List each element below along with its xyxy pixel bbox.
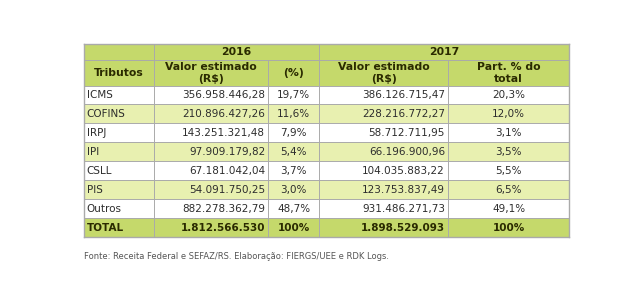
Text: 12,0%: 12,0%	[492, 109, 525, 119]
Text: CSLL: CSLL	[87, 166, 112, 176]
Text: IRPJ: IRPJ	[87, 128, 106, 138]
Text: PIS: PIS	[87, 185, 103, 195]
Text: 882.278.362,79: 882.278.362,79	[182, 204, 265, 214]
Bar	[268, 60, 319, 86]
Text: 1.812.566.530: 1.812.566.530	[181, 223, 265, 232]
Text: 3,7%: 3,7%	[280, 166, 307, 176]
Bar	[154, 180, 268, 199]
Bar	[154, 44, 319, 60]
Bar	[83, 44, 154, 60]
Text: 19,7%: 19,7%	[277, 90, 310, 100]
Bar	[268, 218, 319, 237]
Bar	[83, 218, 154, 237]
Bar	[83, 60, 154, 86]
Text: Valor estimado
(R$): Valor estimado (R$)	[338, 62, 429, 84]
Text: 1.898.529.093: 1.898.529.093	[361, 223, 445, 232]
Bar	[319, 60, 448, 86]
Text: 58.712.711,95: 58.712.711,95	[369, 128, 445, 138]
Text: 100%: 100%	[492, 223, 525, 232]
Text: 228.216.772,27: 228.216.772,27	[362, 109, 445, 119]
Bar	[448, 123, 569, 142]
Bar	[319, 142, 448, 161]
Bar	[319, 85, 448, 104]
Text: 2017: 2017	[429, 47, 459, 57]
Bar	[268, 142, 319, 161]
Bar	[154, 142, 268, 161]
Text: Outros: Outros	[87, 204, 122, 214]
Text: (%): (%)	[283, 68, 304, 78]
Bar	[154, 199, 268, 218]
Bar	[319, 123, 448, 142]
Bar	[319, 161, 448, 180]
Text: 931.486.271,73: 931.486.271,73	[362, 204, 445, 214]
Bar	[448, 218, 569, 237]
Bar	[448, 60, 569, 86]
Bar	[154, 161, 268, 180]
Text: 48,7%: 48,7%	[277, 204, 310, 214]
Bar	[448, 180, 569, 199]
Text: 2016: 2016	[222, 47, 252, 57]
Text: Fonte: Receita Federal e SEFAZ/RS. Elaboração: FIERGS/UEE e RDK Logs.: Fonte: Receita Federal e SEFAZ/RS. Elabo…	[83, 252, 389, 261]
Bar	[83, 142, 154, 161]
Text: 6,5%: 6,5%	[496, 185, 522, 195]
Text: 20,3%: 20,3%	[492, 90, 525, 100]
Bar	[268, 104, 319, 123]
Bar	[319, 104, 448, 123]
Bar	[154, 123, 268, 142]
Text: 143.251.321,48: 143.251.321,48	[182, 128, 265, 138]
Bar	[319, 218, 448, 237]
Bar	[448, 85, 569, 104]
Text: 123.753.837,49: 123.753.837,49	[362, 185, 445, 195]
Text: 7,9%: 7,9%	[280, 128, 307, 138]
Bar	[448, 199, 569, 218]
Text: COFINS: COFINS	[87, 109, 125, 119]
Bar	[268, 123, 319, 142]
Text: 386.126.715,47: 386.126.715,47	[362, 90, 445, 100]
Bar	[268, 199, 319, 218]
Text: 49,1%: 49,1%	[492, 204, 525, 214]
Bar	[319, 199, 448, 218]
Text: 3,1%: 3,1%	[496, 128, 522, 138]
Text: 11,6%: 11,6%	[277, 109, 310, 119]
Bar	[154, 218, 268, 237]
Text: Tributos: Tributos	[94, 68, 144, 78]
Text: 100%: 100%	[278, 223, 310, 232]
Text: 66.196.900,96: 66.196.900,96	[369, 147, 445, 157]
Bar	[83, 85, 154, 104]
Text: Part. % do
total: Part. % do total	[477, 62, 540, 84]
Text: 210.896.427,26: 210.896.427,26	[182, 109, 265, 119]
Text: 5,4%: 5,4%	[280, 147, 307, 157]
Bar	[83, 104, 154, 123]
Text: Valor estimado
(R$): Valor estimado (R$)	[165, 62, 257, 84]
Bar	[83, 199, 154, 218]
Bar	[154, 85, 268, 104]
Text: 3,0%: 3,0%	[280, 185, 307, 195]
Bar	[448, 161, 569, 180]
Text: 5,5%: 5,5%	[496, 166, 522, 176]
Text: ICMS: ICMS	[87, 90, 112, 100]
Text: 104.035.883,22: 104.035.883,22	[362, 166, 445, 176]
Bar	[154, 104, 268, 123]
Bar	[448, 142, 569, 161]
Bar	[448, 104, 569, 123]
Text: 54.091.750,25: 54.091.750,25	[189, 185, 265, 195]
Text: IPI: IPI	[87, 147, 99, 157]
Bar	[154, 60, 268, 86]
Bar	[83, 180, 154, 199]
Text: 67.181.042,04: 67.181.042,04	[189, 166, 265, 176]
Bar	[268, 161, 319, 180]
Bar	[268, 85, 319, 104]
Bar	[83, 123, 154, 142]
Text: 3,5%: 3,5%	[496, 147, 522, 157]
Bar	[319, 44, 569, 60]
Text: 97.909.179,82: 97.909.179,82	[189, 147, 265, 157]
Bar	[268, 180, 319, 199]
Bar	[83, 161, 154, 180]
Text: TOTAL: TOTAL	[87, 223, 124, 232]
Text: 356.958.446,28: 356.958.446,28	[182, 90, 265, 100]
Bar	[319, 180, 448, 199]
